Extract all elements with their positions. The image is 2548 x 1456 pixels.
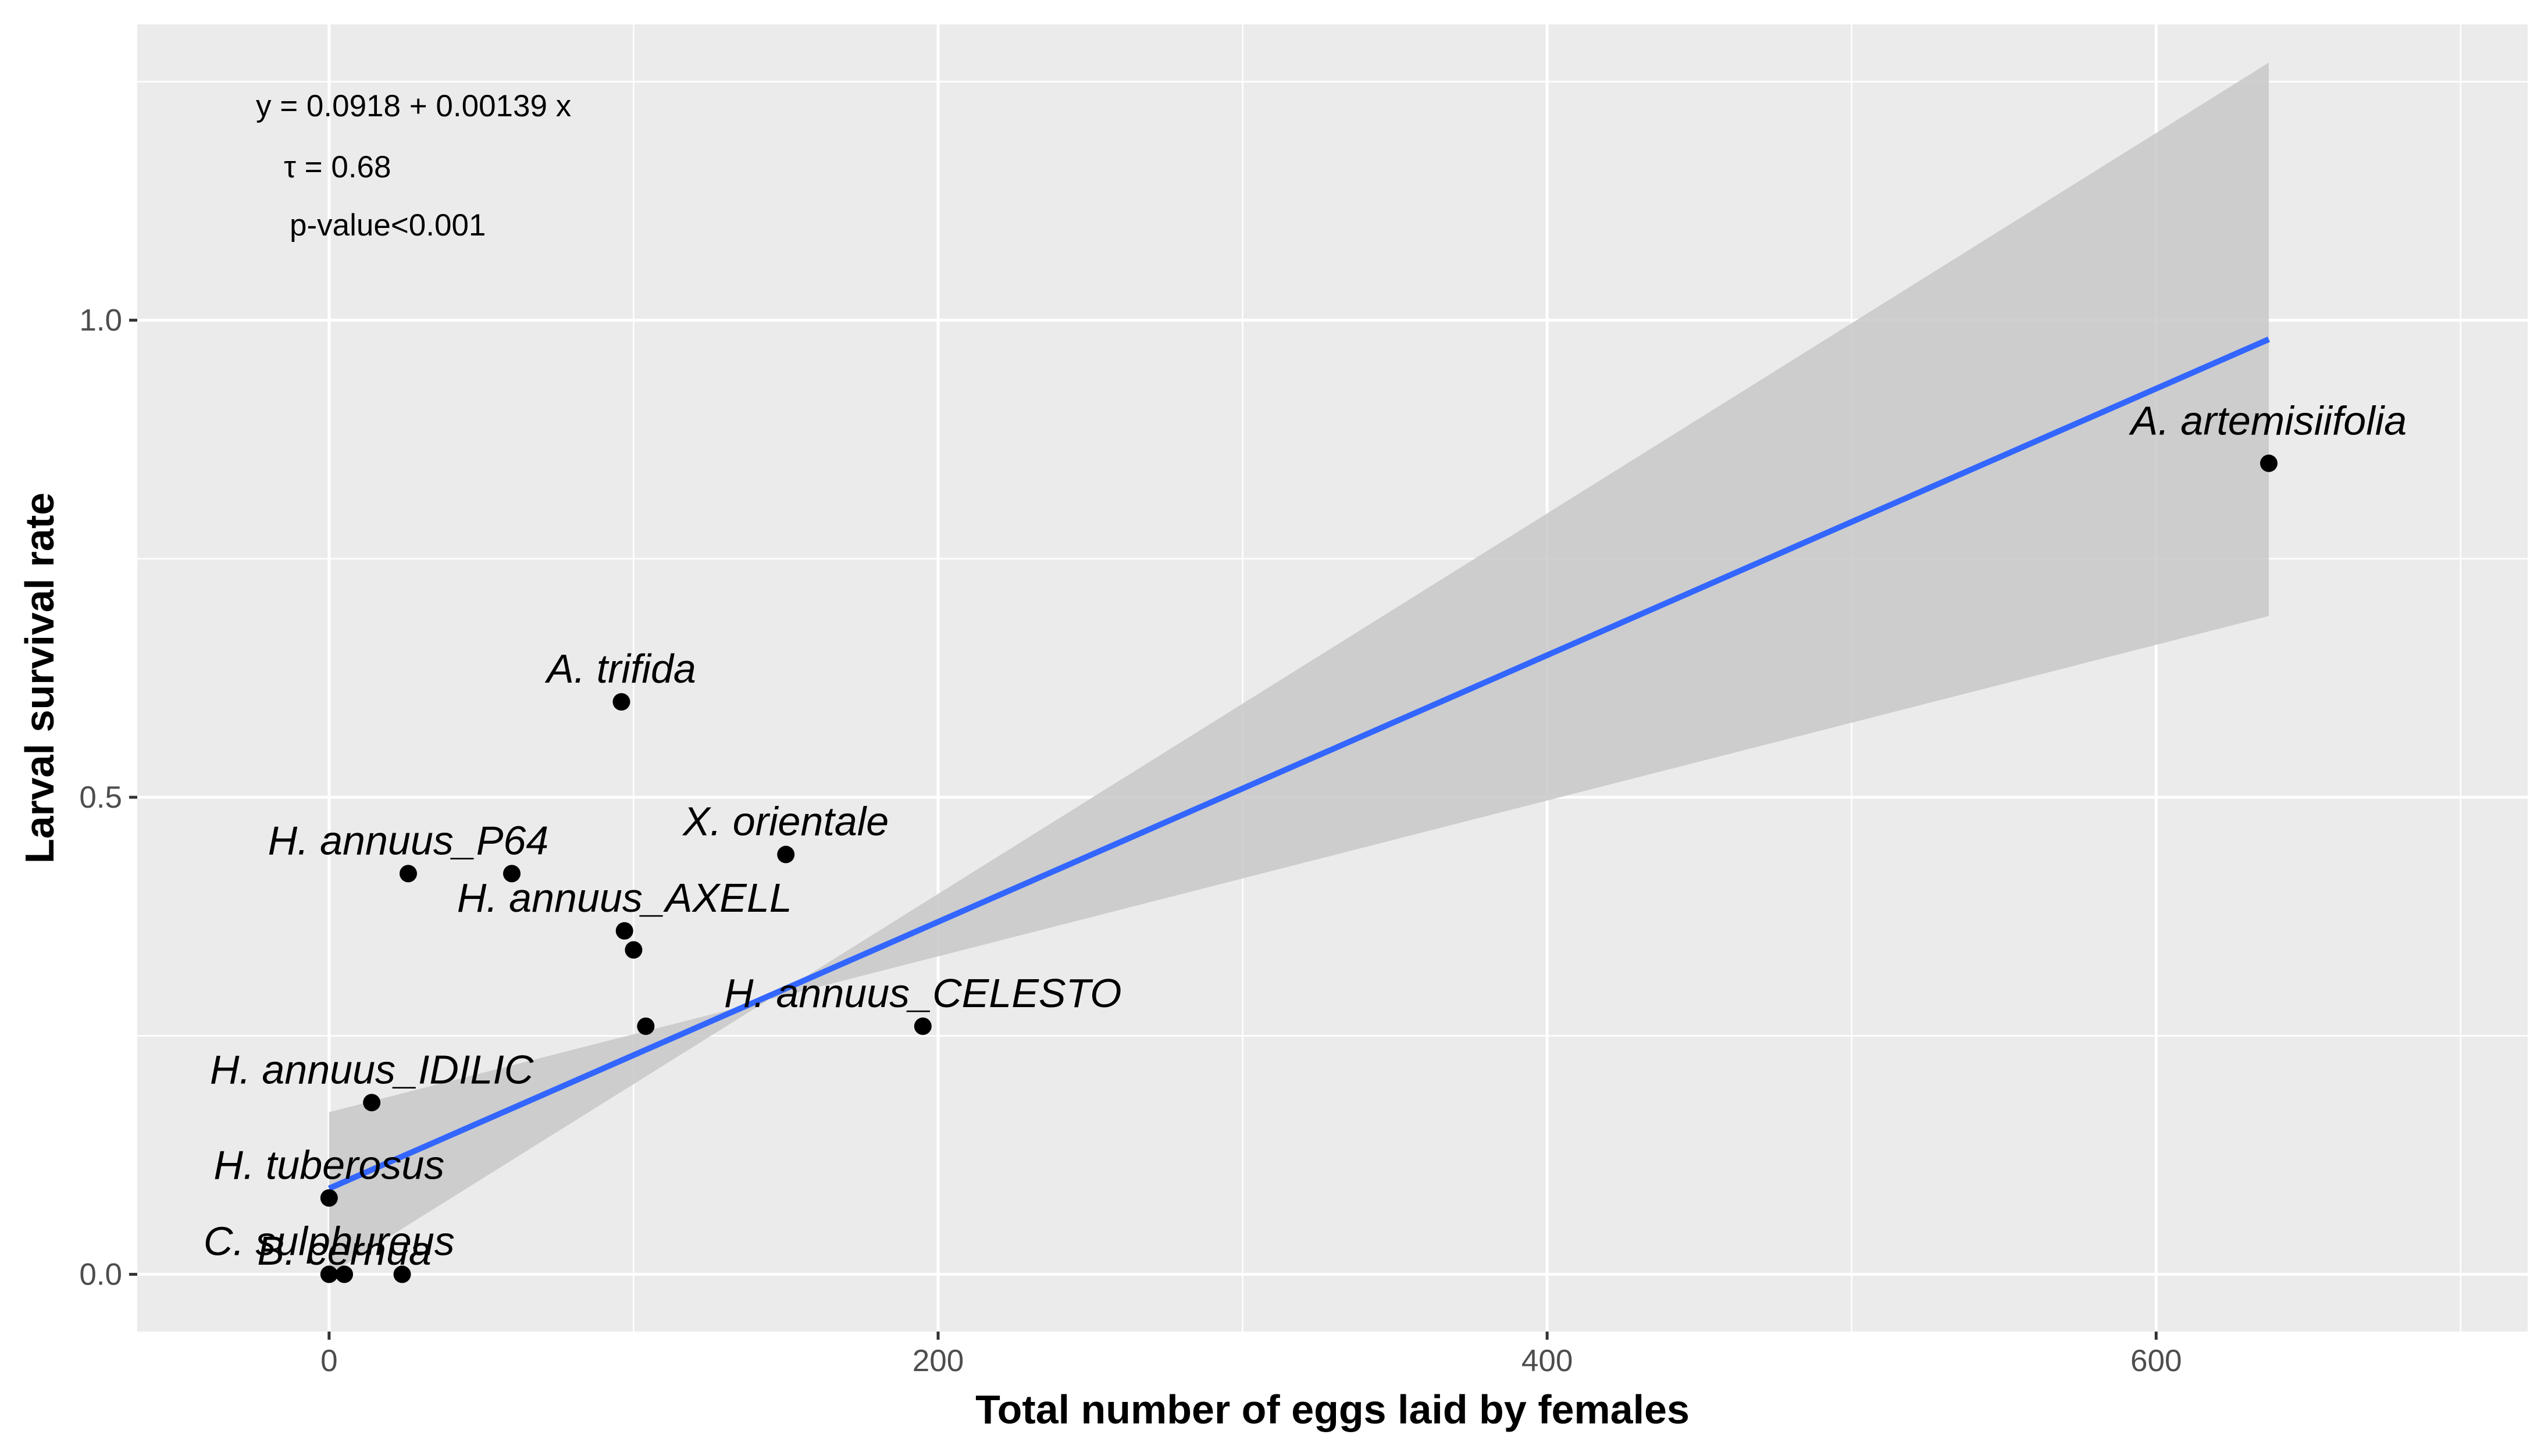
point-label: H. annuus_AXELL	[457, 875, 792, 920]
regression-line	[327, 336, 2270, 1191]
y-axis-title: Larval survival rate	[17, 493, 62, 863]
y-axis-ticks: 0.0 0.5 1.0	[79, 304, 137, 1292]
data-point	[2260, 454, 2278, 472]
x-axis-title: Total number of eggs laid by females	[975, 1387, 1690, 1432]
data-point	[615, 922, 633, 940]
point-label: H. annuus_CELESTO	[724, 970, 1122, 1016]
data-point	[363, 1094, 381, 1112]
regression-equation: y = 0.0918 + 0.00139 x	[256, 89, 571, 123]
x-tick-label: 0	[320, 1344, 337, 1378]
point-label: H. tuberosus	[213, 1142, 444, 1187]
y-tick-label: 0.5	[79, 780, 122, 815]
data-point	[320, 1189, 338, 1207]
point-label: C. sulphureus	[204, 1219, 455, 1264]
data-point	[336, 1265, 354, 1283]
point-label: H. annuus_P64	[268, 818, 549, 863]
data-point	[914, 1017, 932, 1035]
p-value: p-value<0.001	[290, 208, 486, 242]
confidence-band	[329, 62, 2269, 1275]
data-point	[320, 1265, 338, 1283]
point-label: B. cernua	[257, 1228, 432, 1273]
x-tick-label: 400	[1521, 1344, 1573, 1378]
x-tick-label: 200	[913, 1344, 964, 1378]
point-label: X. orientale	[682, 799, 889, 844]
x-axis-ticks: 0 200 400 600	[320, 1332, 2182, 1378]
data-point	[393, 1265, 411, 1283]
point-label: A. trifida	[544, 646, 696, 691]
data-point	[637, 1017, 655, 1035]
data-point	[612, 693, 630, 711]
data-point	[777, 845, 795, 863]
data-point	[399, 865, 417, 883]
data-point	[625, 941, 643, 959]
data-points	[320, 454, 2278, 1283]
point-labels: A. artemisiifolia A. trifida H. annuus_P64…	[204, 398, 2407, 1274]
y-tick-label: 1.0	[79, 304, 122, 338]
x-tick-label: 600	[2130, 1344, 2182, 1378]
point-label: H. annuus_IDILIC	[210, 1047, 534, 1092]
data-point	[503, 865, 521, 883]
point-label: A. artemisiifolia	[2129, 398, 2407, 444]
kendall-tau: τ = 0.68	[284, 150, 391, 184]
y-tick-label: 0.0	[79, 1258, 122, 1292]
